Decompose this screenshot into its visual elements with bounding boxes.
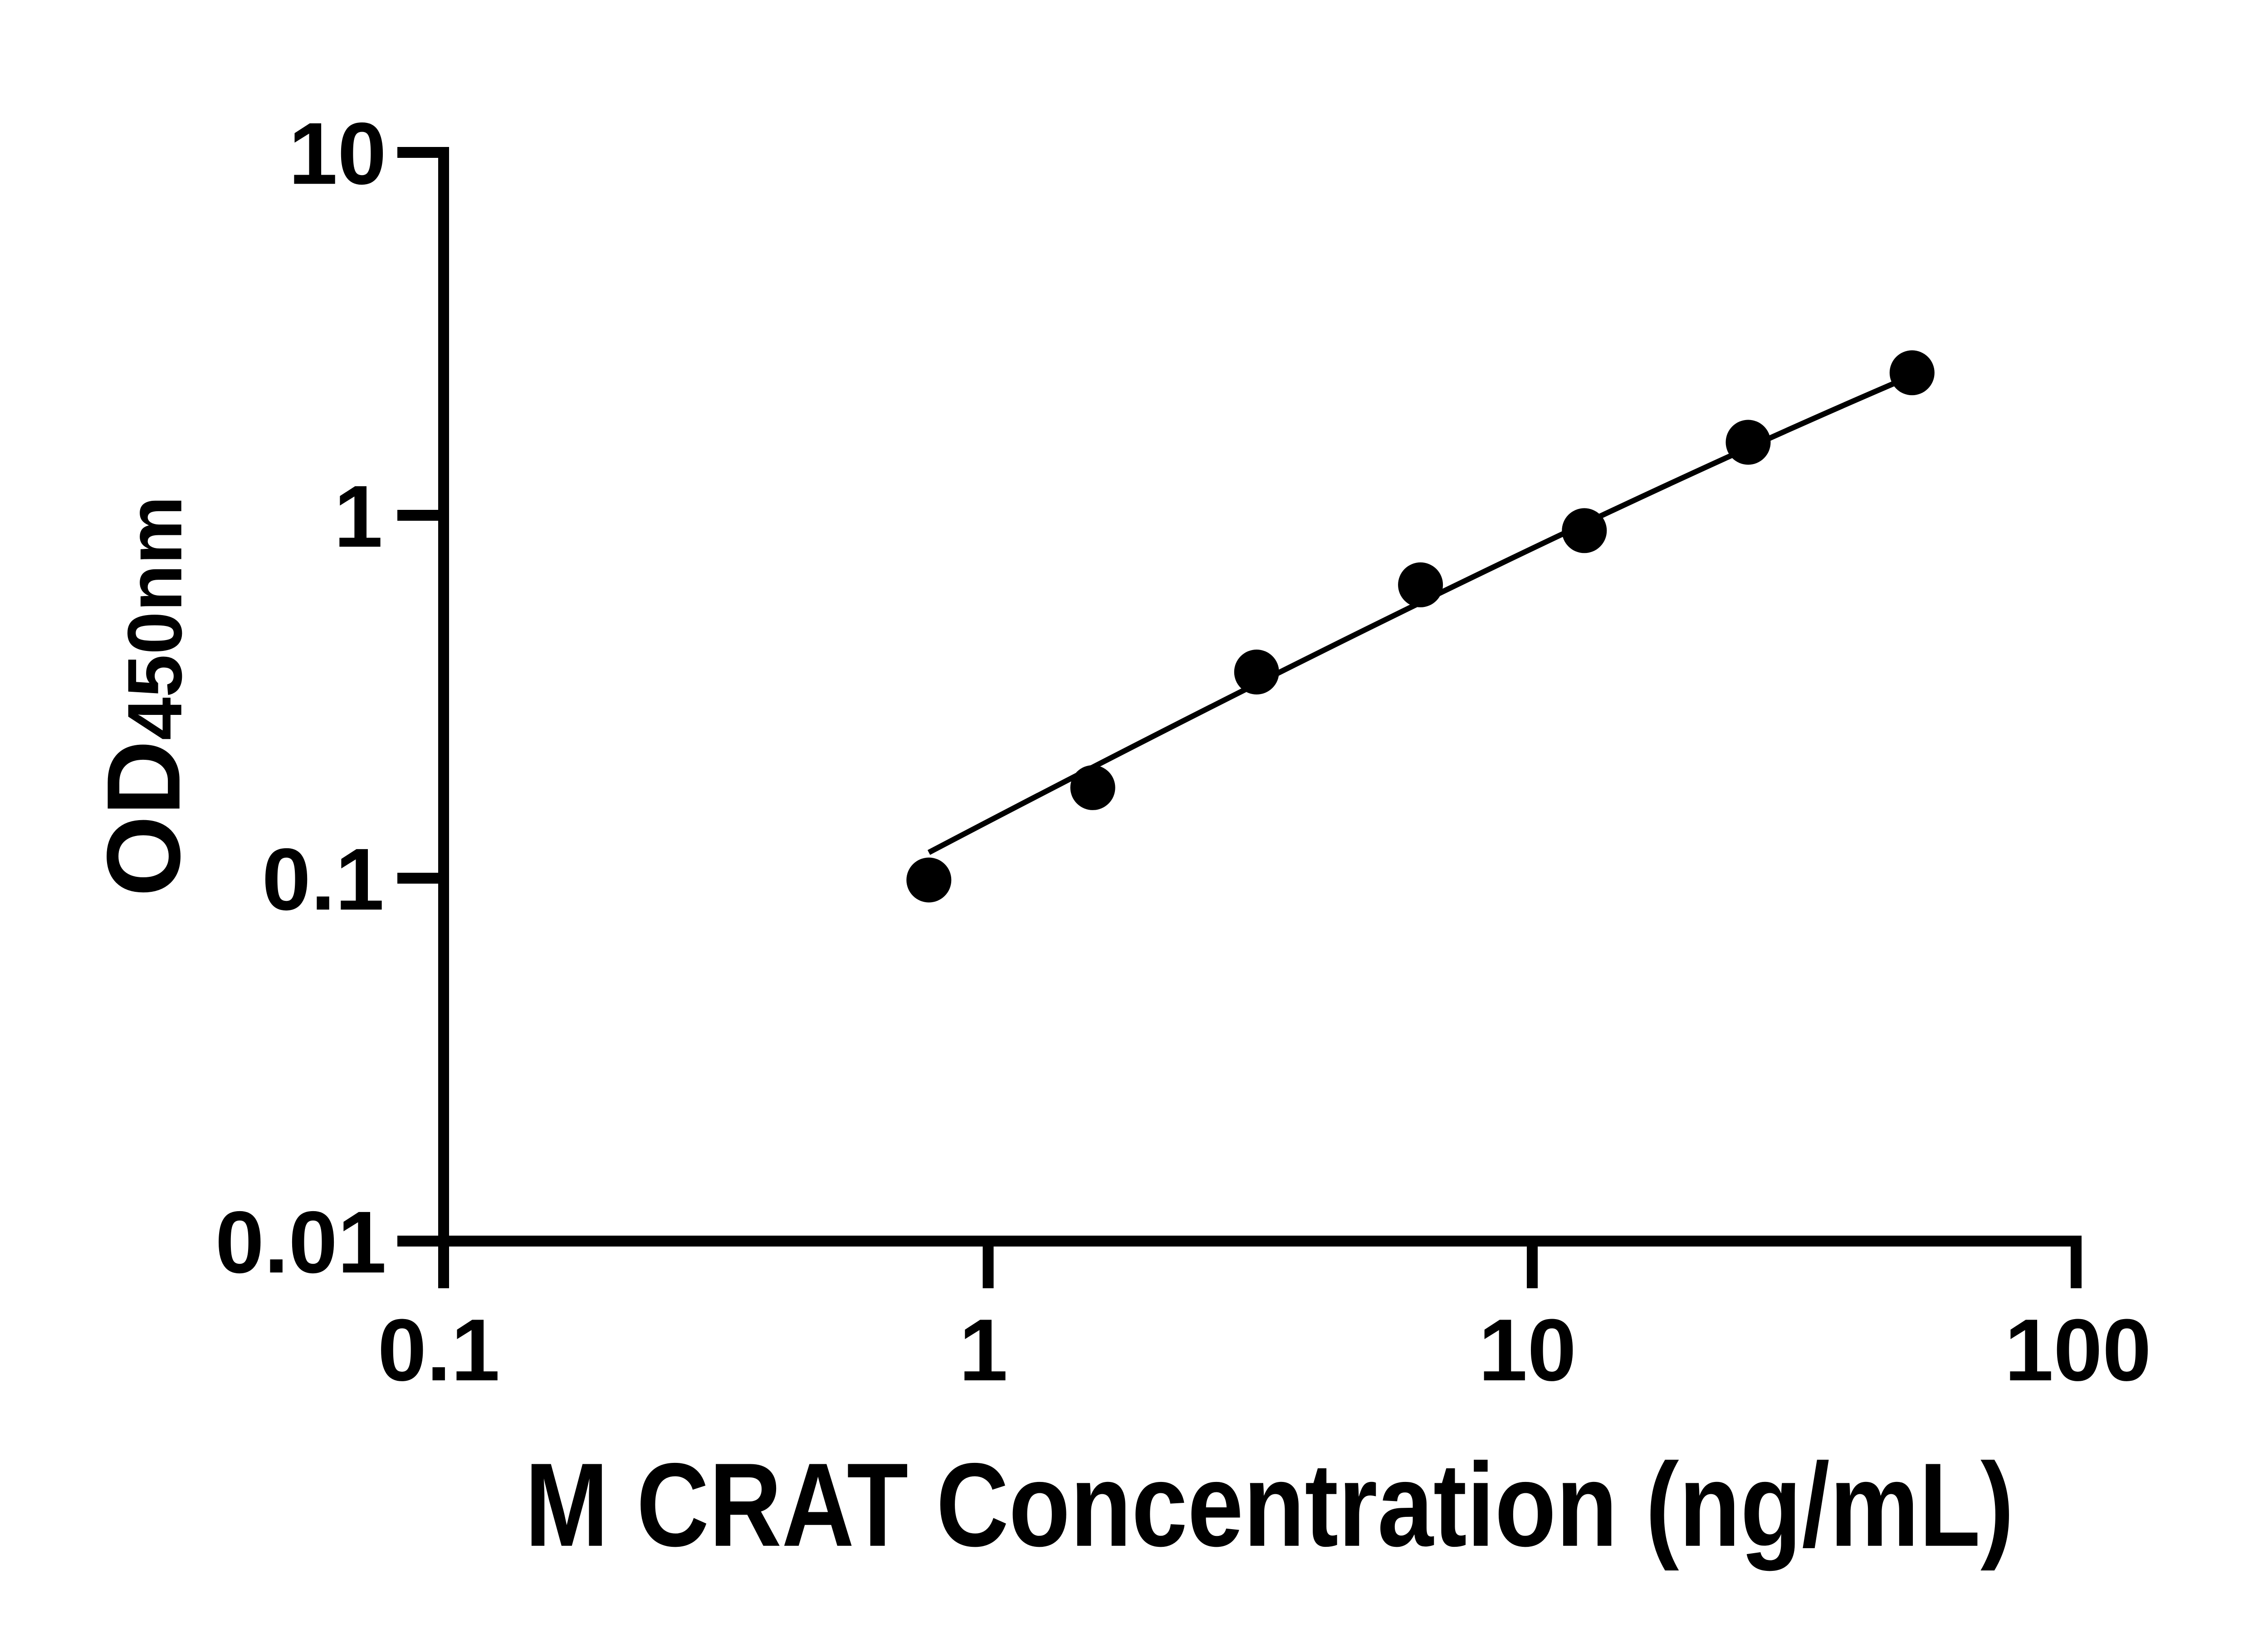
svg-text:1: 1 <box>334 467 383 566</box>
svg-text:0.1: 0.1 <box>377 1301 500 1399</box>
svg-text:0.1: 0.1 <box>262 830 384 929</box>
svg-text:OD450nm: OD450nm <box>85 496 202 897</box>
svg-text:10: 10 <box>288 104 386 203</box>
svg-text:M CRAT Concentration (ng/mL): M CRAT Concentration (ng/mL) <box>525 1438 2014 1572</box>
svg-text:0.01: 0.01 <box>215 1193 386 1291</box>
svg-text:100: 100 <box>2004 1301 2151 1399</box>
svg-text:10: 10 <box>1478 1301 1576 1399</box>
svg-text:1: 1 <box>959 1301 1008 1399</box>
